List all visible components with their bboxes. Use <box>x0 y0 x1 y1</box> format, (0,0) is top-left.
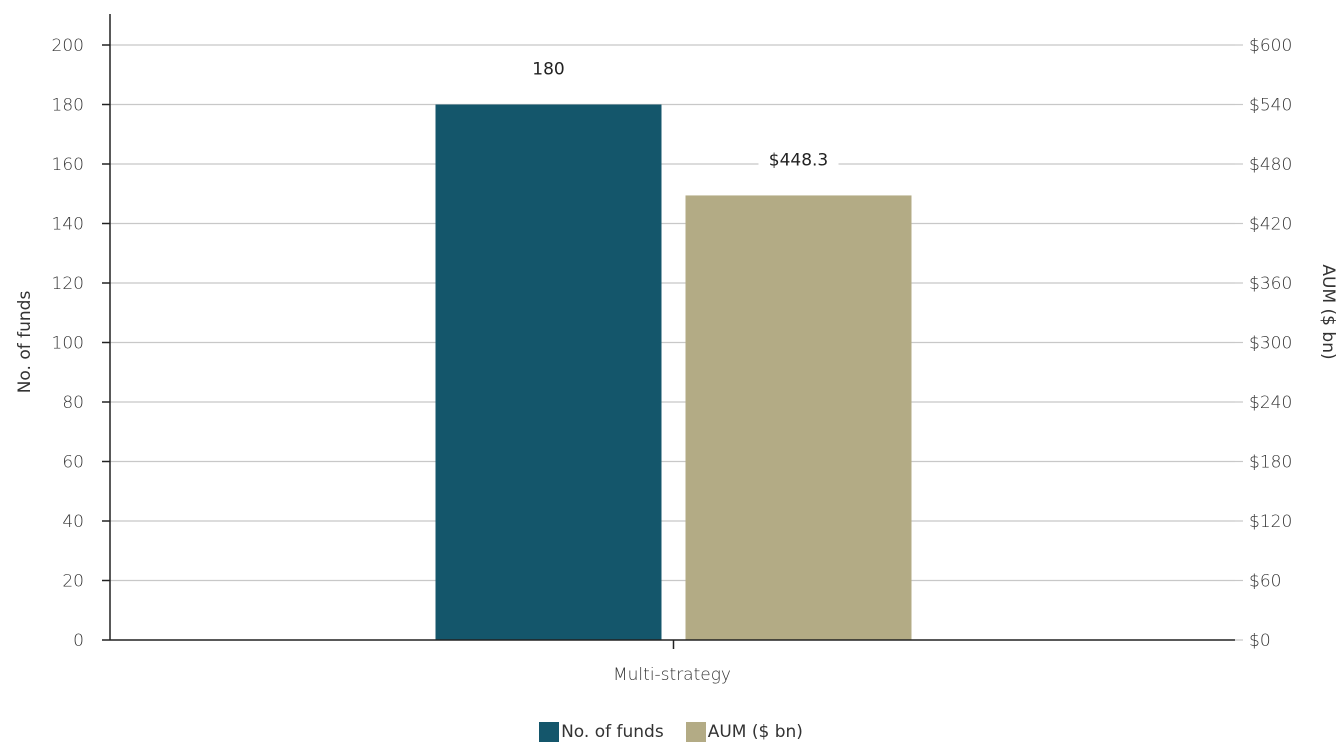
left-tick-label: 200 <box>52 36 84 56</box>
bars <box>435 104 912 640</box>
legend-swatch-aum <box>685 722 706 742</box>
left-axis-title: No. of funds <box>15 291 35 394</box>
left-tick-label: 140 <box>52 215 84 235</box>
data-label-funds: 180 <box>532 60 564 80</box>
left-tick-label: 20 <box>62 572 84 592</box>
right-tick-label: $0 <box>1249 631 1271 651</box>
legend-swatch-funds <box>539 722 560 742</box>
right-tick-label: $300 <box>1249 334 1292 354</box>
data-label-aum: $448.3 <box>769 150 828 170</box>
left-axis-tick-labels: 0 20 40 60 80 100 120 140 160 180 200 <box>52 36 84 651</box>
right-tick-label: $60 <box>1249 572 1281 592</box>
left-tick-label: 60 <box>62 453 84 473</box>
left-tick-label: 160 <box>52 155 84 175</box>
right-axis-title: AUM ($ bn) <box>1318 264 1338 359</box>
right-tick-label: $420 <box>1249 215 1292 235</box>
left-tick-label: 0 <box>73 631 84 651</box>
right-tick-label: $480 <box>1249 155 1292 175</box>
left-tick-label: 80 <box>62 393 84 413</box>
legend-item-aum: AUM ($ bn) <box>685 722 803 742</box>
legend-label-aum: AUM ($ bn) <box>707 722 803 742</box>
right-tick-label: $180 <box>1249 453 1292 473</box>
data-label-bg <box>508 56 589 81</box>
data-labels: 180 $448.3 <box>508 56 839 172</box>
data-label-bg <box>758 147 839 172</box>
axes <box>102 14 1243 649</box>
right-tick-label: $540 <box>1249 96 1292 116</box>
left-tick-label: 180 <box>52 96 84 116</box>
right-tick-label: $120 <box>1249 512 1292 532</box>
right-tick-label: $360 <box>1249 274 1292 294</box>
right-tick-label: $600 <box>1249 36 1292 56</box>
category-label: Multi-strategy <box>613 665 731 685</box>
left-tick-label: 100 <box>52 334 84 354</box>
left-tick-label: 40 <box>62 512 84 532</box>
gridlines <box>110 44 1235 582</box>
legend: No. of funds AUM ($ bn) <box>0 722 1342 742</box>
right-tick-label: $240 <box>1249 393 1292 413</box>
bar-aum <box>685 195 912 640</box>
left-tick-label: 120 <box>52 274 84 294</box>
legend-label-funds: No. of funds <box>561 722 664 742</box>
legend-item-funds: No. of funds <box>539 722 664 742</box>
bar-no-of-funds <box>435 104 662 640</box>
right-axis-tick-labels: $0 $60 $120 $180 $240 $300 $360 $420 $480 $540 $60… <box>1249 36 1292 651</box>
